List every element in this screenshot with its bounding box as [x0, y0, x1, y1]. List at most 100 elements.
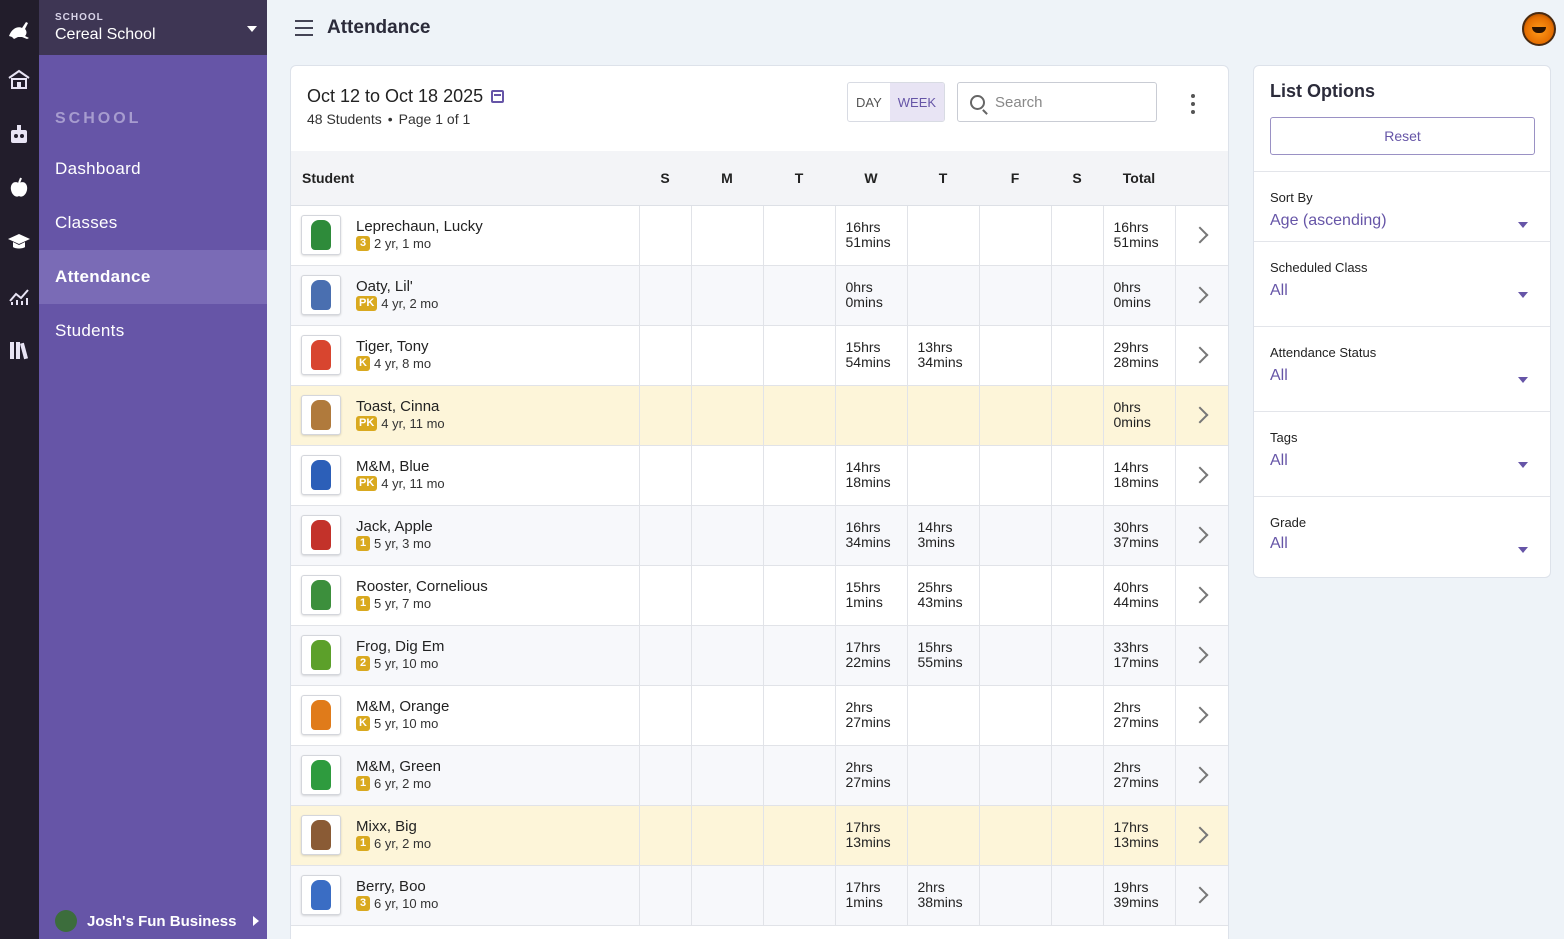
student-photo[interactable] [301, 875, 341, 915]
day-cell-thu [906, 805, 979, 865]
caret-down-icon[interactable] [1518, 377, 1528, 383]
student-name[interactable]: Leprechaun, Lucky [356, 218, 483, 235]
school-building-icon[interactable] [6, 67, 32, 93]
table-row[interactable]: Tiger, Tony K 4 yr, 8 mo 15hrs 54mins 13hrs … [291, 325, 1228, 385]
caret-down-icon[interactable] [1518, 222, 1528, 228]
student-name[interactable]: Rooster, Cornelious [356, 578, 488, 595]
sidebar-item-students[interactable]: Students [39, 304, 267, 358]
attendance-status-select[interactable]: Attendance Status All [1254, 326, 1550, 411]
student-photo[interactable] [301, 215, 341, 255]
caret-down-icon[interactable] [1518, 462, 1528, 468]
caret-down-icon[interactable] [247, 26, 257, 32]
student-name[interactable]: M&M, Blue [356, 458, 430, 475]
student-photo[interactable] [301, 755, 341, 795]
student-photo[interactable] [301, 455, 341, 495]
option-value[interactable]: All [1270, 367, 1288, 384]
table-row[interactable]: Mixx, Big 1 6 yr, 2 mo 17hrs 13mins 17hrs 13… [291, 805, 1228, 865]
chevron-right-icon[interactable] [1191, 886, 1208, 904]
menu-icon[interactable] [295, 20, 313, 36]
search-input[interactable] [995, 93, 1135, 111]
chevron-right-icon[interactable] [1191, 466, 1208, 484]
student-photo-figure [311, 220, 331, 250]
apple-icon[interactable] [6, 175, 32, 201]
day-cell-fri [978, 805, 1051, 865]
table-header-row: Student S M T W T F S Total [291, 151, 1228, 206]
option-value[interactable]: Age (ascending) [1270, 212, 1387, 229]
sidebar-item-dashboard[interactable]: Dashboard [39, 142, 267, 196]
week-toggle-button[interactable]: WEEK [889, 83, 945, 121]
student-name[interactable]: Toast, Cinna [356, 398, 440, 415]
reset-button[interactable]: Reset [1270, 117, 1535, 155]
student-name[interactable]: Frog, Dig Em [356, 638, 445, 655]
grade-badge: 2 [356, 656, 370, 671]
graduation-cap-icon[interactable] [6, 229, 32, 255]
day-cell-sun [638, 265, 691, 325]
table-row[interactable]: Jack, Apple 1 5 yr, 3 mo 16hrs 34mins 14hrs … [291, 505, 1228, 565]
student-name[interactable]: M&M, Orange [356, 698, 450, 715]
student-photo[interactable] [301, 695, 341, 735]
tags-select[interactable]: Tags All [1254, 411, 1550, 496]
table-row[interactable]: M&M, Green 1 6 yr, 2 mo 2hrs 27mins 2hrs 27m… [291, 745, 1228, 805]
chevron-right-icon[interactable] [1191, 766, 1208, 784]
business-switcher[interactable]: Josh's Fun Business [39, 903, 267, 939]
table-row[interactable]: M&M, Orange K 5 yr, 10 mo 2hrs 27mins 2hrs 2… [291, 685, 1228, 745]
day-cell-sat [1050, 865, 1103, 925]
day-toggle-button[interactable]: DAY [856, 94, 882, 110]
student-name[interactable]: Oaty, Lil' [356, 278, 413, 295]
more-options-icon[interactable] [1189, 94, 1197, 114]
student-name[interactable]: Tiger, Tony [356, 338, 429, 355]
student-photo[interactable] [301, 635, 341, 675]
student-photo[interactable] [301, 815, 341, 855]
student-photo-figure [311, 280, 331, 310]
option-value[interactable]: All [1270, 452, 1288, 469]
student-name[interactable]: M&M, Green [356, 758, 442, 775]
chevron-right-icon[interactable] [1191, 706, 1208, 724]
table-row[interactable]: M&M, Blue PK 4 yr, 11 mo 14hrs 18mins 14hrs … [291, 445, 1228, 505]
scheduled-class-select[interactable]: Scheduled Class All [1254, 241, 1550, 326]
chart-icon[interactable] [6, 283, 32, 309]
student-photo[interactable] [301, 335, 341, 375]
chevron-right-icon[interactable] [1191, 406, 1208, 424]
chevron-right-icon[interactable] [1191, 646, 1208, 664]
student-text: Berry, Boo 3 6 yr, 10 mo [356, 879, 438, 911]
column-header-wed: W [835, 151, 907, 206]
day-cell-thu [906, 385, 979, 445]
caret-down-icon[interactable] [1518, 292, 1528, 298]
chevron-right-icon[interactable] [1191, 526, 1208, 544]
kangaroo-icon[interactable] [6, 16, 32, 42]
books-icon[interactable] [6, 337, 32, 363]
table-row[interactable]: Toast, Cinna PK 4 yr, 11 mo 0hrs 0mins [291, 385, 1228, 445]
student-photo[interactable] [301, 575, 341, 615]
calendar-icon[interactable] [491, 90, 505, 103]
option-label: Attendance Status [1270, 345, 1377, 360]
day-week-toggle: DAY WEEK [847, 82, 946, 122]
sort-by-select[interactable]: Sort By Age (ascending) [1254, 171, 1550, 256]
chevron-right-icon[interactable] [1191, 226, 1208, 244]
toy-icon[interactable] [6, 121, 32, 147]
option-label: Grade [1270, 515, 1307, 530]
option-value[interactable]: All [1270, 535, 1288, 552]
student-photo[interactable] [301, 275, 341, 315]
table-row[interactable]: Oaty, Lil' PK 4 yr, 2 mo 0hrs 0mins 0hrs 0mi… [291, 265, 1228, 325]
student-name[interactable]: Jack, Apple [356, 518, 433, 535]
sidebar-item-attendance[interactable]: Attendance [39, 250, 267, 304]
chevron-right-icon[interactable] [1191, 586, 1208, 604]
student-cell: Leprechaun, Lucky 3 2 yr, 1 mo [291, 205, 639, 265]
student-photo[interactable] [301, 395, 341, 435]
user-avatar[interactable] [1522, 12, 1556, 46]
option-value[interactable]: All [1270, 282, 1288, 299]
student-name[interactable]: Mixx, Big [356, 818, 417, 835]
chevron-right-icon[interactable] [1191, 286, 1208, 304]
caret-down-icon[interactable] [1518, 547, 1528, 553]
table-row[interactable]: Rooster, Cornelious 1 5 yr, 7 mo 15hrs 1min… [291, 565, 1228, 625]
chevron-right-icon[interactable] [1191, 346, 1208, 364]
grade-select[interactable]: Grade All [1254, 496, 1550, 581]
table-row[interactable]: Frog, Dig Em 2 5 yr, 10 mo 17hrs 22mins 15hr… [291, 625, 1228, 685]
table-row[interactable]: Leprechaun, Lucky 3 2 yr, 1 mo 16hrs 51mins… [291, 205, 1228, 265]
school-switcher[interactable]: SCHOOL Cereal School [39, 0, 267, 55]
chevron-right-icon[interactable] [1191, 826, 1208, 844]
table-row[interactable]: Berry, Boo 3 6 yr, 10 mo 17hrs 1mins 2hrs 38… [291, 865, 1228, 925]
sidebar-item-classes[interactable]: Classes [39, 196, 267, 250]
student-photo[interactable] [301, 515, 341, 555]
student-name[interactable]: Berry, Boo [356, 878, 426, 895]
